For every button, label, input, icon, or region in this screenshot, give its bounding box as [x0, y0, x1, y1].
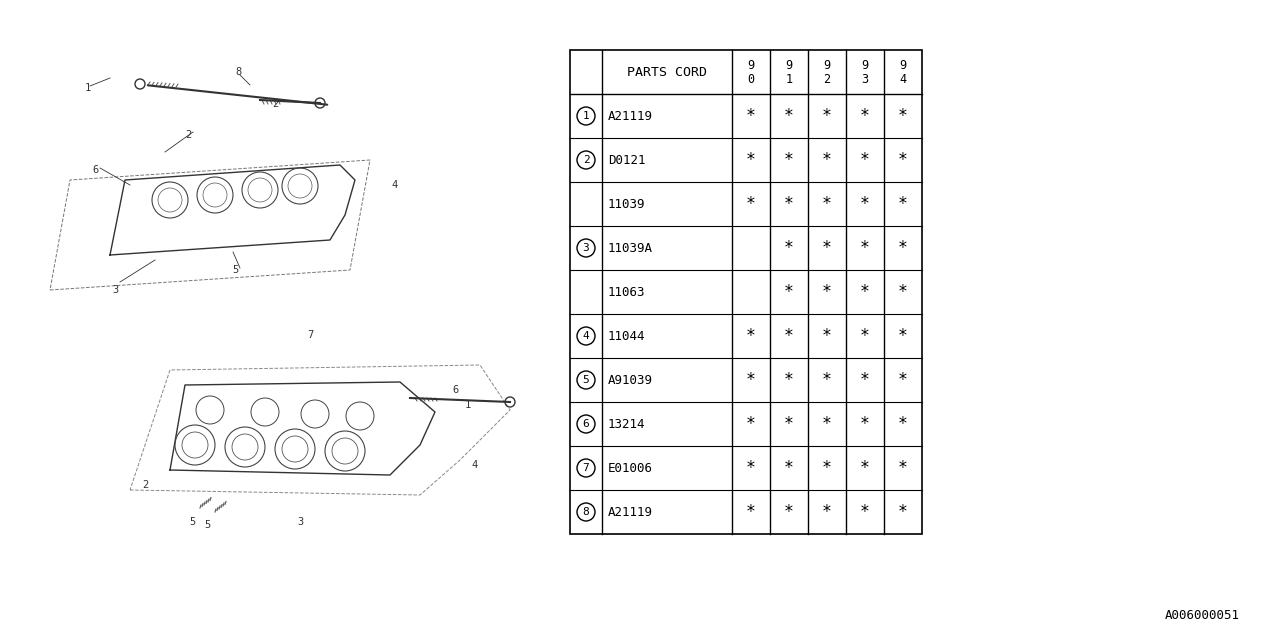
Text: *: * [746, 107, 756, 125]
Text: *: * [785, 327, 794, 345]
Text: *: * [822, 239, 832, 257]
Text: *: * [785, 371, 794, 389]
Text: *: * [822, 327, 832, 345]
Text: *: * [860, 327, 870, 345]
Text: *: * [785, 415, 794, 433]
Text: *: * [822, 283, 832, 301]
Text: A91039: A91039 [608, 374, 653, 387]
Text: 2: 2 [142, 480, 148, 490]
Text: 4: 4 [900, 72, 906, 86]
Text: *: * [746, 195, 756, 213]
Text: D0121: D0121 [608, 154, 645, 166]
Text: 7: 7 [582, 463, 589, 473]
Text: *: * [899, 283, 908, 301]
Text: 7: 7 [307, 330, 314, 340]
Bar [570, 50, 922, 534]
Text: *: * [785, 107, 794, 125]
Text: 5: 5 [582, 375, 589, 385]
Text: *: * [860, 459, 870, 477]
Text: 4: 4 [392, 180, 398, 190]
Text: 11039A: 11039A [608, 241, 653, 255]
Text: *: * [899, 371, 908, 389]
Text: 3: 3 [582, 243, 589, 253]
Text: *: * [899, 107, 908, 125]
Text: *: * [746, 415, 756, 433]
Text: 6: 6 [92, 165, 99, 175]
Text: *: * [822, 371, 832, 389]
Text: 1: 1 [786, 72, 792, 86]
Text: 11063: 11063 [608, 285, 645, 298]
Text: 8: 8 [582, 507, 589, 517]
Text: *: * [899, 327, 908, 345]
Text: *: * [860, 283, 870, 301]
Text: *: * [822, 151, 832, 169]
Text: *: * [860, 107, 870, 125]
Text: 9: 9 [900, 58, 906, 72]
Text: 8: 8 [234, 67, 241, 77]
Text: 2: 2 [582, 155, 589, 165]
Text: 9: 9 [823, 58, 831, 72]
Text: *: * [822, 415, 832, 433]
Text: 2: 2 [271, 99, 278, 109]
Text: *: * [822, 459, 832, 477]
Text: A21119: A21119 [608, 506, 653, 518]
Text: *: * [746, 459, 756, 477]
Text: *: * [746, 327, 756, 345]
Text: 9: 9 [748, 58, 755, 72]
Text: 11039: 11039 [608, 198, 645, 211]
Text: 5: 5 [232, 265, 238, 275]
Text: *: * [785, 283, 794, 301]
Text: *: * [860, 239, 870, 257]
Text: *: * [860, 415, 870, 433]
Text: *: * [746, 503, 756, 521]
Text: *: * [785, 459, 794, 477]
Text: PARTS CORD: PARTS CORD [627, 65, 707, 79]
Text: 1: 1 [84, 83, 91, 93]
Text: 1: 1 [465, 400, 471, 410]
Text: *: * [785, 503, 794, 521]
Text: 3: 3 [861, 72, 869, 86]
Text: 11044: 11044 [608, 330, 645, 342]
Text: *: * [785, 239, 794, 257]
Text: *: * [860, 371, 870, 389]
Text: 5: 5 [189, 517, 195, 527]
Text: 6: 6 [452, 385, 458, 395]
Text: *: * [899, 415, 908, 433]
Text: 2: 2 [823, 72, 831, 86]
Text: *: * [899, 195, 908, 213]
Text: 3: 3 [111, 285, 118, 295]
Text: 9: 9 [786, 58, 792, 72]
Text: *: * [785, 151, 794, 169]
Text: 0: 0 [748, 72, 755, 86]
Text: *: * [746, 371, 756, 389]
Text: *: * [899, 151, 908, 169]
Text: *: * [822, 503, 832, 521]
Text: *: * [899, 459, 908, 477]
Text: *: * [899, 239, 908, 257]
Text: *: * [822, 195, 832, 213]
Text: E01006: E01006 [608, 461, 653, 474]
Text: *: * [899, 503, 908, 521]
Text: *: * [860, 195, 870, 213]
Text: 3: 3 [297, 517, 303, 527]
Text: 4: 4 [472, 460, 479, 470]
Text: 6: 6 [582, 419, 589, 429]
Text: *: * [822, 107, 832, 125]
Text: 13214: 13214 [608, 417, 645, 431]
Text: 2: 2 [184, 130, 191, 140]
Text: *: * [785, 195, 794, 213]
Text: 5: 5 [204, 520, 210, 530]
Text: *: * [860, 151, 870, 169]
Text: 1: 1 [582, 111, 589, 121]
Text: A006000051: A006000051 [1165, 609, 1240, 622]
Text: *: * [746, 151, 756, 169]
Text: 9: 9 [861, 58, 869, 72]
Text: *: * [860, 503, 870, 521]
Text: A21119: A21119 [608, 109, 653, 122]
Text: 4: 4 [582, 331, 589, 341]
